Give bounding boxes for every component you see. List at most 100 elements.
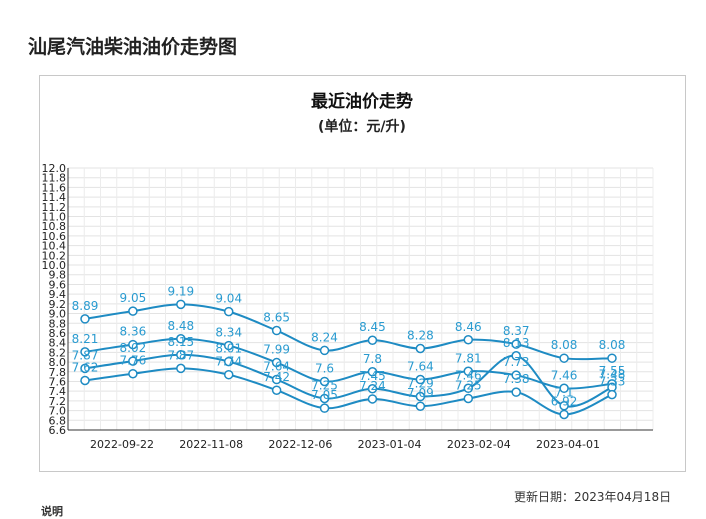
data-label: 7.38 [503, 372, 530, 386]
y-tick-label: 6.8 [49, 414, 67, 427]
notes-label: 说明 [41, 505, 63, 518]
y-tick-label: 9.2 [49, 298, 67, 311]
data-point [271, 325, 282, 336]
axes: 6.66.87.07.27.47.67.88.08.28.48.68.89.09… [42, 162, 653, 451]
data-label: 7.25 [455, 378, 482, 392]
y-tick-label: 12.0 [42, 162, 67, 175]
data-label: 9.05 [120, 291, 147, 305]
data-label: 7.1 [555, 386, 574, 400]
data-label: 8.08 [551, 338, 578, 352]
data-point [319, 393, 330, 404]
data-point [128, 339, 138, 350]
data-label: 7.73 [503, 355, 530, 369]
y-tick-label: 9.0 [49, 308, 67, 321]
data-point [319, 403, 330, 413]
data-point [223, 340, 234, 351]
data-point [271, 357, 282, 368]
data-label: 7.45 [359, 369, 386, 383]
y-tick-label: 9.8 [49, 269, 67, 282]
data-point [367, 335, 378, 345]
data-label: 7.64 [407, 360, 434, 374]
y-tick-label: 9.4 [49, 288, 67, 301]
data-points [80, 299, 617, 420]
data-label: 8.34 [215, 326, 242, 340]
y-tick-label: 8.8 [49, 317, 67, 330]
y-tick-label: 7.0 [49, 405, 67, 418]
data-point [271, 374, 282, 385]
x-tick-label: 2023-04-01 [536, 438, 600, 451]
data-point [559, 383, 569, 394]
data-point [607, 353, 617, 363]
y-tick-label: 10.4 [42, 240, 67, 253]
x-tick-label: 2022-11-08 [179, 438, 243, 451]
y-tick-label: 7.2 [49, 395, 67, 408]
data-label: 8.21 [72, 332, 99, 346]
data-point [271, 385, 282, 395]
data-point [223, 306, 234, 317]
y-tick-label: 10.0 [42, 259, 67, 272]
y-tick-label: 7.6 [49, 375, 67, 388]
data-point [559, 353, 569, 363]
data-label: 8.13 [503, 336, 530, 350]
data-point [176, 334, 186, 344]
data-label: 7.64 [263, 360, 290, 374]
data-point [415, 343, 426, 354]
data-label: 7.74 [215, 355, 242, 369]
x-tick-label: 2023-01-04 [358, 438, 422, 451]
data-point [128, 356, 138, 366]
data-point [463, 393, 474, 404]
data-point [128, 368, 138, 379]
data-point [511, 387, 521, 397]
data-label: 8.15 [167, 335, 194, 349]
y-tick-label: 10.6 [42, 230, 67, 243]
y-tick-label: 11.2 [42, 201, 67, 214]
data-label: 7.05 [311, 388, 338, 402]
data-label: 7.25 [311, 378, 338, 392]
data-point [80, 347, 90, 357]
data-point [463, 366, 474, 377]
data-point [415, 391, 426, 402]
oil-price-line-chart: 最近油价走势 (单位：元/升) 6.66.87.07.27.47.67.88.0… [42, 91, 654, 451]
data-point [80, 375, 90, 386]
x-tick-label: 2023-02-04 [447, 438, 511, 451]
y-tick-label: 11.8 [42, 172, 67, 185]
data-label: 7.42 [263, 370, 290, 384]
data-point [80, 363, 90, 374]
data-label: 7.55 [599, 364, 626, 378]
y-tick-label: 11.4 [42, 191, 67, 204]
data-point [223, 369, 234, 380]
data-label: 7.87 [72, 348, 99, 362]
data-point [319, 376, 330, 387]
data-label: 7.33 [599, 375, 626, 389]
y-tick-label: 8.2 [49, 346, 67, 359]
y-tick-label: 7.8 [49, 366, 67, 379]
y-tick-label: 9.6 [49, 278, 67, 291]
data-label: 7.99 [263, 343, 290, 357]
data-point [367, 367, 378, 377]
data-label: 7.76 [120, 354, 147, 368]
update-date: 更新日期：2023年04月18日 [514, 490, 672, 504]
data-point [463, 383, 474, 394]
y-tick-label: 11.0 [42, 211, 67, 224]
data-label: 8.45 [359, 320, 386, 334]
data-point [319, 345, 330, 356]
data-point [176, 363, 186, 374]
data-label: 7.6 [315, 361, 334, 375]
y-tick-label: 10.2 [42, 249, 67, 262]
data-label: 7.29 [407, 377, 434, 391]
data-label: 8.65 [263, 311, 290, 325]
data-point [463, 335, 474, 345]
data-point [176, 350, 186, 360]
data-label: 8.24 [311, 330, 338, 344]
data-label: 8.37 [503, 324, 530, 338]
y-tick-label: 7.4 [49, 385, 67, 398]
y-tick-label: 6.6 [49, 424, 67, 437]
data-label: 8.36 [120, 325, 147, 339]
data-point [511, 351, 521, 361]
page-title: 汕尾汽油柴油油价走势图 [28, 36, 238, 58]
data-label: 8.48 [167, 319, 194, 333]
data-label: 7.46 [551, 368, 578, 382]
y-tick-label: 11.6 [42, 181, 67, 194]
data-point [415, 401, 426, 411]
chart-title: 最近油价走势 [311, 91, 413, 112]
